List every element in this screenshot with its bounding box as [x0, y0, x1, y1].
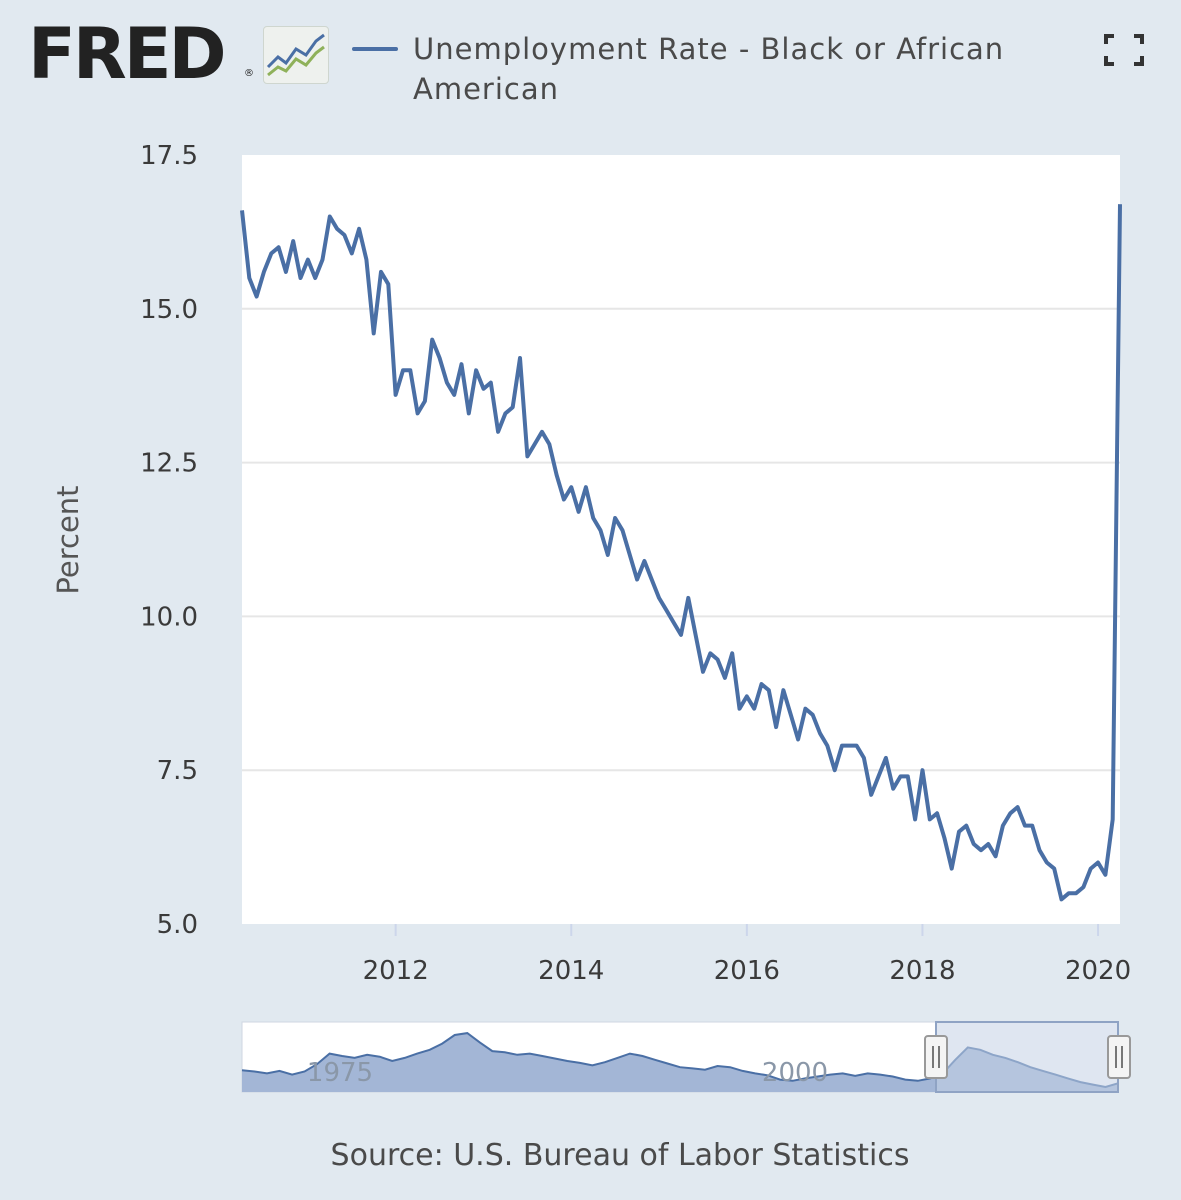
- plot-background: [242, 155, 1120, 924]
- y-tick-label: 5.0: [157, 910, 198, 940]
- navigator-right-handle[interactable]: [1107, 1035, 1131, 1079]
- legend-series-label[interactable]: Unemployment Rate - Black or African Ame…: [413, 32, 1005, 106]
- y-axis-label: Percent: [51, 485, 85, 594]
- navigator-selection[interactable]: [935, 1021, 1119, 1093]
- fred-logo[interactable]: FRED: [28, 13, 227, 95]
- navigator[interactable]: 1975 2000: [241, 1021, 1131, 1093]
- navigator-left-handle[interactable]: [924, 1035, 948, 1079]
- navigator-label: 2000: [762, 1058, 828, 1088]
- x-axis: 2012 2014 2016 2018 2020: [363, 924, 1131, 986]
- source-note: Source: U.S. Bureau of Labor Statistics: [330, 1138, 910, 1173]
- fullscreen-icon[interactable]: [1100, 30, 1148, 70]
- y-tick-label: 17.5: [140, 141, 198, 171]
- y-tick-label: 15.0: [140, 295, 198, 325]
- fred-chart-logo-icon: [263, 26, 329, 84]
- y-tick-label: 7.5: [157, 756, 198, 786]
- x-tick-label: 2016: [714, 956, 780, 986]
- y-tick-label: 10.0: [140, 602, 198, 632]
- x-tick-label: 2014: [538, 956, 604, 986]
- x-tick-label: 2012: [363, 956, 429, 986]
- y-tick-label: 12.5: [140, 449, 198, 479]
- series-line-unemployment[interactable]: [240, 204, 1122, 902]
- x-tick-label: 2018: [889, 956, 955, 986]
- navigator-area: [242, 1033, 1118, 1092]
- navigator-label: 1975: [307, 1058, 373, 1088]
- registered-mark: ®: [244, 68, 254, 79]
- legend-series-swatch: [352, 47, 398, 51]
- x-tick-label: 2020: [1065, 956, 1131, 986]
- y-axis: 17.5 15.0 12.5 10.0 7.5 5.0: [140, 141, 198, 940]
